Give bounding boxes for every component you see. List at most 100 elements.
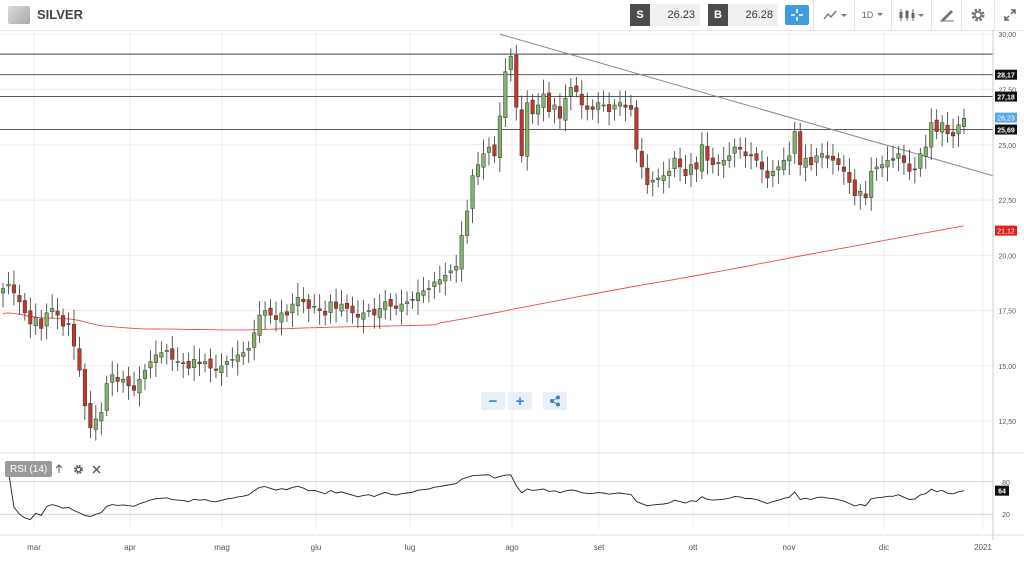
candle-body	[508, 56, 513, 70]
candle-body	[181, 362, 186, 364]
candle-body	[732, 146, 737, 154]
candle	[803, 144, 808, 182]
candle-body	[912, 168, 917, 171]
candle-body	[536, 104, 541, 115]
timeframe-button[interactable]: 1D	[858, 5, 888, 25]
candle-body	[530, 99, 535, 115]
candle	[557, 93, 562, 129]
candle	[694, 156, 699, 182]
candle-body	[492, 144, 497, 157]
candle	[39, 310, 44, 341]
candles-button[interactable]	[896, 5, 928, 25]
candle	[514, 44, 519, 121]
instrument-symbol: SILVER	[37, 7, 83, 22]
candle-body	[470, 175, 475, 209]
candle	[203, 353, 208, 373]
candle-body	[50, 308, 55, 313]
candle	[104, 375, 109, 417]
rsi-settings-button[interactable]	[71, 462, 85, 476]
candle	[547, 82, 552, 118]
y-tick-label: 12,50	[998, 419, 1016, 426]
candle	[164, 343, 169, 365]
candle	[454, 254, 459, 283]
candle-body	[82, 369, 87, 407]
rsi-move-up-button[interactable]	[52, 462, 66, 476]
candle	[121, 370, 126, 393]
x-tick-label: mag	[214, 543, 230, 552]
zoom-in-button[interactable]: +	[508, 392, 532, 410]
candle-body	[678, 158, 683, 168]
candle-body	[148, 361, 153, 369]
candle	[99, 402, 104, 435]
arrow-up-icon	[55, 464, 63, 473]
candle	[366, 303, 371, 318]
candle-body	[33, 317, 38, 327]
candle	[530, 94, 535, 124]
fullscreen-button[interactable]	[1000, 5, 1020, 25]
sell-price-button[interactable]: S 26.23	[630, 4, 700, 26]
candle	[563, 84, 568, 132]
candle-body	[596, 102, 601, 110]
candle	[257, 301, 262, 343]
candle-body	[77, 348, 82, 371]
candle	[519, 95, 524, 163]
candle	[388, 293, 393, 321]
candle	[197, 348, 202, 376]
chart-type-button[interactable]	[820, 5, 850, 25]
candle-body	[312, 305, 317, 308]
candle-body	[355, 314, 360, 318]
candle	[132, 371, 137, 397]
candle-body	[241, 352, 246, 357]
share-button[interactable]	[543, 392, 567, 410]
candle-body	[132, 385, 137, 391]
candle-body	[126, 376, 131, 387]
candle-body	[137, 378, 142, 394]
x-tick-label: lug	[405, 543, 416, 552]
candle-body	[929, 122, 934, 148]
candle	[945, 111, 950, 143]
candle-body	[820, 153, 825, 158]
candle	[683, 154, 688, 184]
candle	[951, 118, 956, 149]
candle	[634, 100, 639, 163]
candle-body	[836, 158, 841, 165]
toolbar: SILVER S 26.23 B 26.28 1D	[0, 0, 1024, 31]
candle-body	[541, 93, 546, 108]
rsi-close-button[interactable]	[89, 462, 103, 476]
candle	[601, 90, 606, 112]
price-chart[interactable]: mar apr mag giu lug ago set ott nov dic 2021 30,00 2…	[0, 30, 1024, 561]
candle-body	[115, 376, 120, 382]
zoom-out-button[interactable]: −	[481, 392, 505, 410]
candle	[323, 300, 328, 326]
candle	[716, 154, 721, 176]
candle-body	[721, 160, 726, 166]
close-icon	[92, 465, 100, 473]
candle-body	[901, 155, 906, 163]
buy-tag: B	[708, 4, 728, 26]
candle-body	[317, 308, 322, 311]
candle	[361, 299, 366, 334]
candle	[508, 48, 513, 82]
crosshair-button[interactable]	[785, 5, 809, 25]
candle	[661, 161, 666, 194]
buy-price-button[interactable]: B 26.28	[708, 4, 778, 26]
candle-body	[623, 104, 628, 108]
candle-body	[88, 403, 93, 429]
candle	[759, 150, 764, 184]
candle	[574, 76, 579, 98]
candle	[110, 361, 115, 397]
candle-body	[694, 162, 699, 170]
draw-button[interactable]	[936, 5, 958, 25]
rsi-indicator-label[interactable]: RSI (14)	[5, 461, 53, 477]
candle	[175, 347, 180, 372]
candle	[639, 138, 644, 179]
sell-price: 26.23	[667, 9, 695, 21]
instrument-logo	[8, 6, 30, 24]
candle	[579, 80, 584, 119]
candle-body	[263, 310, 268, 316]
settings-button[interactable]	[967, 5, 989, 25]
candle	[891, 145, 896, 169]
candle	[443, 262, 448, 296]
candle-body	[727, 155, 732, 161]
candle	[754, 147, 759, 167]
